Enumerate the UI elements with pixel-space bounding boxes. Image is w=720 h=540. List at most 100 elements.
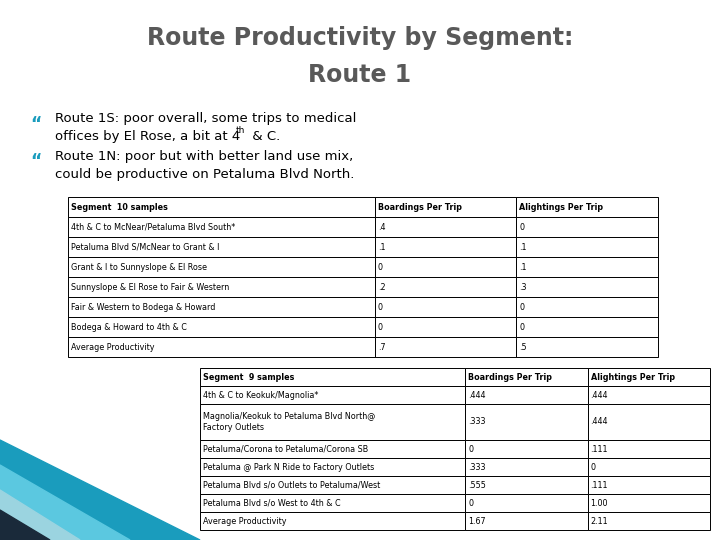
Bar [465,440,588,458]
Text: 0: 0 [519,322,524,332]
Text: th: th [236,126,246,135]
Bar [200,494,465,512]
Bar [68,297,375,317]
Bar [68,257,375,277]
Text: .2: .2 [378,282,385,292]
Text: .111: .111 [590,444,608,454]
Bar [516,277,658,297]
Bar [375,217,516,237]
Text: Petaluma Blvd S/McNear to Grant & I: Petaluma Blvd S/McNear to Grant & I [71,242,220,252]
Text: .444: .444 [468,390,486,400]
Text: Petaluma Blvd s/o Outlets to Petaluma/West: Petaluma Blvd s/o Outlets to Petaluma/We… [203,481,380,489]
Text: 2.11: 2.11 [590,516,608,525]
Bar [375,337,516,357]
Text: & C.: & C. [248,130,280,143]
Bar [588,404,710,440]
Text: .1: .1 [378,242,385,252]
Text: .444: .444 [590,390,608,400]
Bar [200,404,465,440]
Bar [516,297,658,317]
Text: .3: .3 [519,282,527,292]
Text: Segment  10 samples: Segment 10 samples [71,202,168,212]
Bar [465,386,588,404]
Bar [68,217,375,237]
Text: .1: .1 [519,242,527,252]
Bar [68,317,375,337]
Bar [516,237,658,257]
Bar [68,337,375,357]
Text: 0: 0 [378,262,383,272]
Bar [200,512,465,530]
Text: Petaluma @ Park N Ride to Factory Outlets: Petaluma @ Park N Ride to Factory Outlet… [203,462,374,471]
Bar [588,512,710,530]
Polygon shape [0,510,50,540]
Bar [375,297,516,317]
Bar [68,277,375,297]
Text: Average Productivity: Average Productivity [203,516,287,525]
Text: could be productive on Petaluma Blvd North.: could be productive on Petaluma Blvd Nor… [55,168,354,181]
Text: Boardings Per Trip: Boardings Per Trip [378,202,462,212]
Bar [465,404,588,440]
Polygon shape [0,440,200,540]
Text: “: “ [30,115,41,133]
Text: Route 1S: poor overall, some trips to medical: Route 1S: poor overall, some trips to me… [55,112,356,125]
Text: 1.67: 1.67 [468,516,486,525]
Text: Alightings Per Trip: Alightings Per Trip [519,202,603,212]
Bar [200,458,465,476]
Text: Petaluma/Corona to Petaluma/Corona SB: Petaluma/Corona to Petaluma/Corona SB [203,444,368,454]
Text: Grant & I to Sunnyslope & El Rose: Grant & I to Sunnyslope & El Rose [71,262,207,272]
Text: 0: 0 [468,498,473,508]
Text: Segment  9 samples: Segment 9 samples [203,373,294,381]
Text: Fair & Western to Bodega & Howard: Fair & Western to Bodega & Howard [71,302,215,312]
Text: .333: .333 [468,417,486,427]
Bar [516,337,658,357]
Text: Route Productivity by Segment:: Route Productivity by Segment: [147,26,573,50]
Bar [375,257,516,277]
Text: Magnolia/Keokuk to Petaluma Blvd North@
Factory Outlets: Magnolia/Keokuk to Petaluma Blvd North@ … [203,413,375,431]
Bar [516,317,658,337]
Text: .444: .444 [590,417,608,427]
Text: Bodega & Howard to 4th & C: Bodega & Howard to 4th & C [71,322,187,332]
Text: 0: 0 [378,302,383,312]
Bar [588,440,710,458]
Bar [68,197,375,217]
Bar [588,476,710,494]
Text: Route 1N: poor but with better land use mix,: Route 1N: poor but with better land use … [55,150,354,163]
Text: Alightings Per Trip: Alightings Per Trip [590,373,675,381]
Text: .7: .7 [378,342,385,352]
Text: 0: 0 [468,444,473,454]
Text: .4: .4 [378,222,385,232]
Text: 0: 0 [519,302,524,312]
Polygon shape [0,490,80,540]
Bar [465,494,588,512]
Text: .555: .555 [468,481,486,489]
Bar [588,386,710,404]
Text: Sunnyslope & El Rose to Fair & Western: Sunnyslope & El Rose to Fair & Western [71,282,229,292]
Bar [588,458,710,476]
Bar [375,237,516,257]
Text: 0: 0 [590,462,595,471]
Bar [465,458,588,476]
Text: 0: 0 [378,322,383,332]
Bar [516,197,658,217]
Bar [375,197,516,217]
Bar [68,237,375,257]
Bar [465,368,588,386]
Text: .333: .333 [468,462,486,471]
Text: 1.00: 1.00 [590,498,608,508]
Bar [588,494,710,512]
Polygon shape [0,465,130,540]
Text: Petaluma Blvd s/o West to 4th & C: Petaluma Blvd s/o West to 4th & C [203,498,341,508]
Text: .111: .111 [590,481,608,489]
Bar [200,386,465,404]
Text: offices by El Rose, a bit at 4: offices by El Rose, a bit at 4 [55,130,240,143]
Bar [375,317,516,337]
Bar [465,476,588,494]
Bar [200,476,465,494]
Text: “: “ [30,152,41,170]
Bar [516,257,658,277]
Bar [588,368,710,386]
Text: 4th & C to McNear/Petaluma Blvd South*: 4th & C to McNear/Petaluma Blvd South* [71,222,235,232]
Text: Route 1: Route 1 [308,63,412,87]
Text: Boardings Per Trip: Boardings Per Trip [468,373,552,381]
